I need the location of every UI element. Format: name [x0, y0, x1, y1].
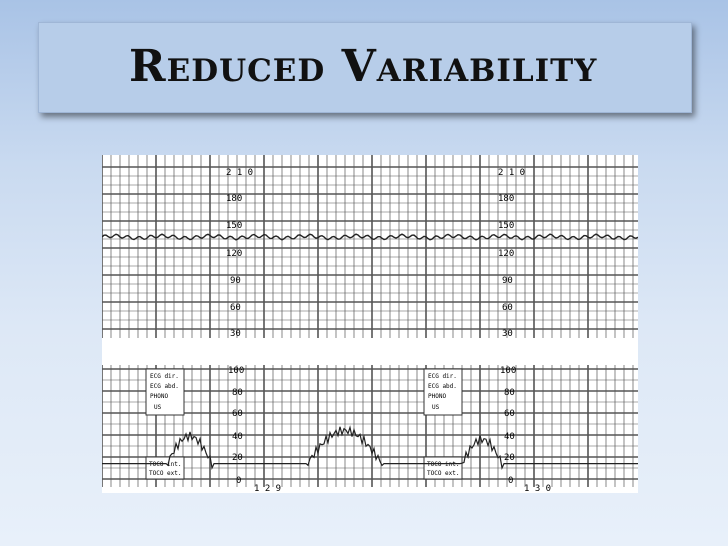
uc-tick-label: 20: [232, 453, 243, 463]
fhr-tick-label: 150: [226, 221, 242, 231]
fhr-tick-label: 120: [226, 249, 242, 259]
fhr-tick-label: 90: [230, 276, 241, 286]
fhr-tick-label: 30: [502, 329, 513, 339]
fhr-tick-label: 180: [498, 194, 514, 204]
fhr-tick-label: 90: [502, 276, 513, 286]
box-label: PHONO: [428, 393, 446, 400]
uc-tick-label: 20: [504, 453, 515, 463]
box-label: ECG dir.: [428, 373, 457, 380]
transducer-box-right: ECG dir. ECG abd. PHONO US: [423, 368, 463, 416]
uc-tick-label: 40: [504, 432, 515, 442]
box-label: US: [432, 404, 440, 411]
fhr-trace: [101, 233, 639, 241]
ctg-tracing: 2 1 0 180 150 120 90 60 30 2 1 0 180 150…: [101, 155, 639, 494]
box-label: PHONO: [150, 393, 168, 400]
box-label: TOCO ext.: [149, 470, 182, 477]
uc-tick-label: 60: [504, 409, 515, 419]
page-number: 1 2 9: [254, 484, 281, 493]
toco-box-left: TOCO int. TOCO ext.: [145, 456, 185, 480]
ctg-strip: 2 1 0 180 150 120 90 60 30 2 1 0 180 150…: [101, 155, 639, 494]
box-label: TOCO int.: [427, 461, 460, 468]
box-label: ECG dir.: [150, 373, 179, 380]
toco-box-right: TOCO int. TOCO ext.: [423, 456, 463, 480]
box-label: TOCO int.: [149, 461, 182, 468]
fhr-scale-left: 2 1 0 180 150 120 90 60 30: [226, 168, 253, 339]
fhr-tick-label: 2 1 0: [226, 168, 253, 178]
uc-tick-label: 80: [232, 388, 243, 398]
uc-trace: [102, 425, 638, 471]
uc-tick-label: 0: [508, 476, 513, 486]
box-label: TOCO ext.: [427, 470, 460, 477]
fhr-grid: [101, 155, 638, 338]
slide-title: Reduced Variability: [129, 41, 598, 92]
uc-tick-label: 100: [228, 366, 244, 376]
uc-tick-label: 40: [232, 432, 243, 442]
transducer-box-left: ECG dir. ECG abd. PHONO US: [145, 368, 185, 416]
uc-scale-left: 100 80 60 40 20 0: [228, 366, 244, 486]
fhr-tick-label: 150: [498, 221, 514, 231]
box-label: ECG abd.: [150, 383, 179, 390]
box-label: ECG abd.: [428, 383, 457, 390]
uc-tick-label: 100: [500, 366, 516, 376]
fhr-tick-label: 60: [230, 303, 241, 313]
uc-tick-label: 60: [232, 409, 243, 419]
uc-tick-label: 80: [504, 388, 515, 398]
uc-scale-right: 100 80 60 40 20 0: [500, 366, 516, 486]
title-box: Reduced Variability: [38, 22, 692, 113]
fhr-scale-right: 2 1 0 180 150 120 90 60 30: [498, 168, 525, 339]
fhr-tick-label: 60: [502, 303, 513, 313]
fhr-tick-label: 30: [230, 329, 241, 339]
fhr-tick-label: 180: [226, 194, 242, 204]
page-number: 1 3 0: [524, 484, 551, 493]
box-label: US: [154, 404, 162, 411]
strip-gap: [102, 338, 638, 365]
fhr-tick-label: 120: [498, 249, 514, 259]
uc-tick-label: 0: [236, 476, 241, 486]
fhr-tick-label: 2 1 0: [498, 168, 525, 178]
